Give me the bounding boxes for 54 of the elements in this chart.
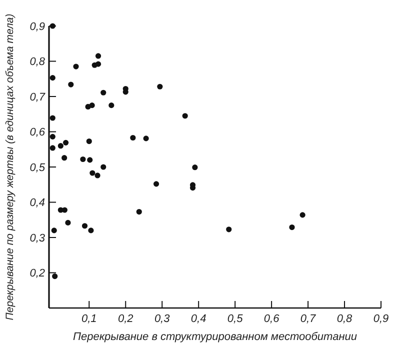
- x-tick-label: 0,7: [300, 313, 317, 325]
- x-tick-label: 0,5: [227, 313, 244, 325]
- x-tick-label: 0,2: [118, 313, 134, 325]
- point: [95, 61, 102, 67]
- point: [50, 75, 56, 81]
- x-tick-label: 0,3: [154, 313, 171, 325]
- point: [136, 208, 142, 215]
- x-axis-title: Перекрывание в структурированном местообитании: [73, 331, 357, 343]
- point: [130, 134, 136, 141]
- y-tick-label: 0,6: [30, 126, 46, 139]
- y-tick-label: 0,8: [30, 56, 46, 68]
- point: [95, 53, 102, 59]
- point: [80, 156, 86, 162]
- point: [62, 155, 68, 161]
- point: [182, 113, 188, 119]
- point: [88, 228, 94, 234]
- x-tick-label: 0,6: [264, 313, 280, 325]
- point: [65, 220, 71, 226]
- point: [192, 164, 198, 170]
- y-tick-label: 0,2: [30, 268, 45, 280]
- point: [73, 64, 79, 70]
- x-tick-label: 0,8: [336, 313, 354, 325]
- point: [300, 212, 306, 218]
- point: [289, 224, 295, 230]
- point: [157, 84, 163, 90]
- point: [108, 102, 114, 108]
- point: [226, 226, 232, 232]
- point: [82, 223, 88, 229]
- point: [90, 170, 96, 176]
- y-tick-label: 0,5: [30, 162, 46, 174]
- x-tick-label: 0,4: [190, 313, 206, 325]
- point: [100, 164, 106, 170]
- point: [68, 82, 74, 88]
- point: [50, 134, 56, 140]
- point: [100, 90, 106, 96]
- y-tick-label: 0,9: [30, 20, 45, 33]
- point: [153, 181, 160, 187]
- point: [87, 157, 93, 163]
- point: [52, 273, 58, 280]
- y-tick-label: 0,4: [30, 197, 45, 210]
- y-tick-label: 0,3: [30, 232, 46, 244]
- point: [86, 138, 92, 144]
- point: [58, 143, 64, 149]
- point: [143, 136, 149, 142]
- point: [51, 228, 57, 234]
- y-tick-label: 0,7: [30, 91, 46, 104]
- point: [89, 102, 95, 108]
- point: [50, 145, 56, 151]
- point: [62, 140, 69, 146]
- x-tick-label: 0,1: [81, 313, 97, 325]
- x-tick-label: 0,9: [373, 313, 389, 325]
- point: [50, 115, 56, 121]
- y-axis-title: Перекрывание по размеру жертвы (в единицах объема тела): [4, 14, 16, 320]
- point: [94, 172, 100, 178]
